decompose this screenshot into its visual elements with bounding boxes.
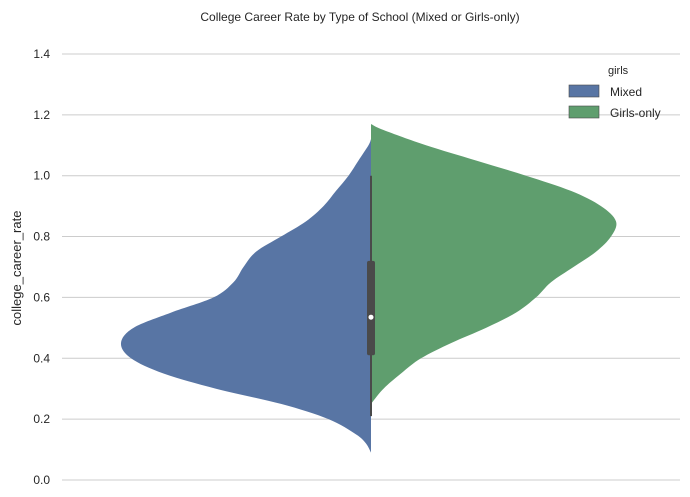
y-tick-labels: 0.0 0.2 0.4 0.6 0.8 1.0 1.2 1.4 (33, 47, 50, 487)
legend: girls Mixed Girls-only (568, 65, 661, 120)
legend-label: Girls-only (610, 106, 661, 120)
y-tick-label: 0.8 (33, 230, 50, 244)
y-tick-label: 0.6 (33, 290, 50, 304)
y-tick-label: 0.0 (33, 473, 50, 487)
box-iqr (367, 260, 375, 356)
y-tick-label: 1.2 (33, 108, 50, 122)
inner-box (367, 175, 375, 417)
violin-girls-only (371, 123, 617, 404)
legend-title: girls (608, 65, 629, 77)
legend-swatch (568, 105, 600, 119)
y-axis-label: college_career_rate (9, 211, 24, 326)
box-median (368, 314, 374, 320)
y-tick-label: 0.4 (33, 351, 50, 365)
y-tick-label: 0.2 (33, 412, 50, 426)
violin-mixed (120, 139, 372, 453)
legend-swatch (568, 84, 600, 98)
chart-title: College Career Rate by Type of School (M… (200, 10, 519, 24)
y-tick-label: 1.0 (33, 169, 50, 183)
legend-items: Mixed Girls-only (568, 84, 661, 120)
violin-layer (120, 123, 617, 453)
legend-label: Mixed (610, 85, 642, 99)
y-tick-label: 1.4 (33, 47, 50, 61)
